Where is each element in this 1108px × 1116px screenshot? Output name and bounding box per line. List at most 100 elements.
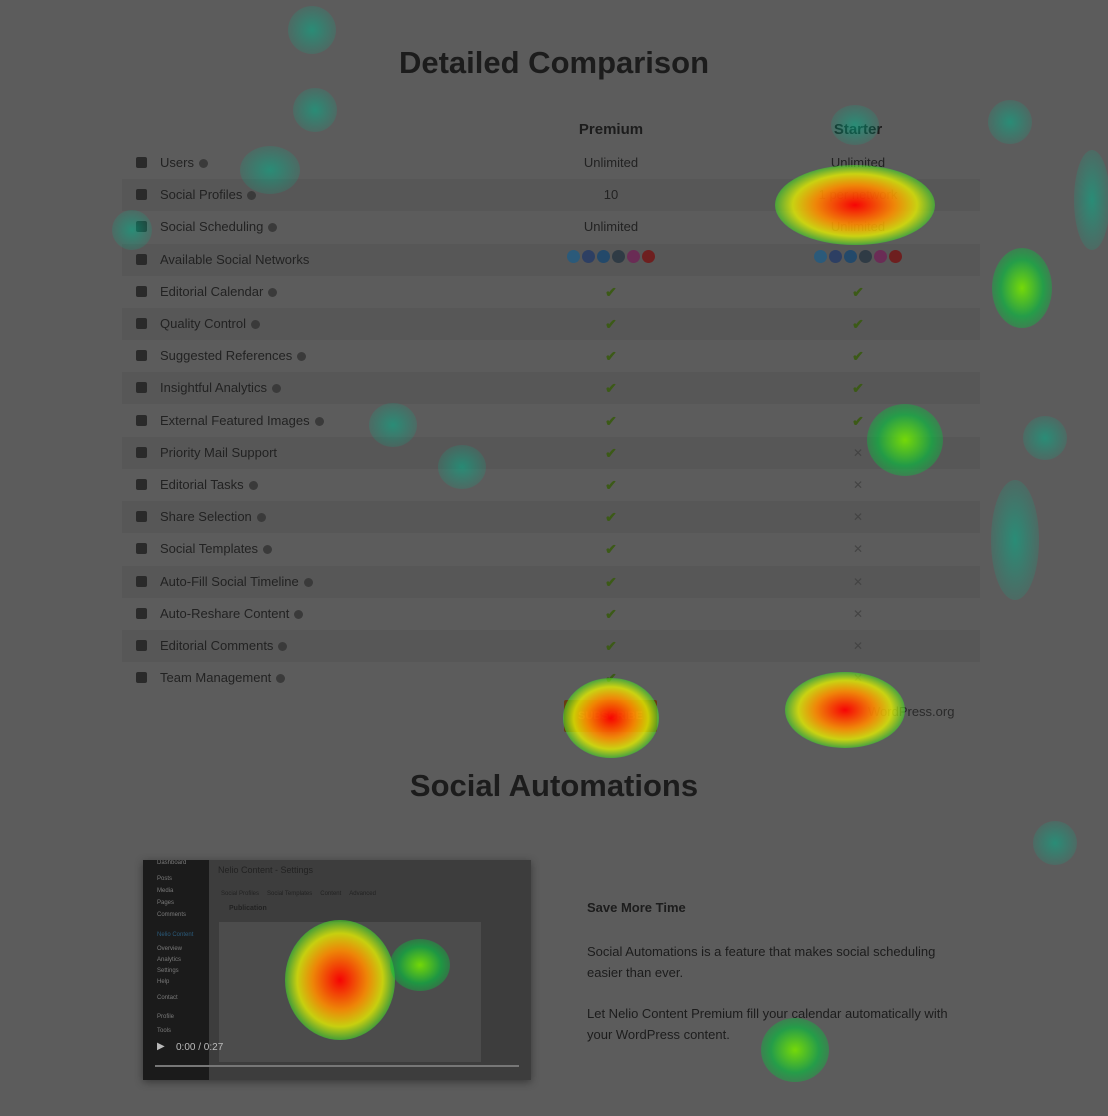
video-menu-item: Help <box>157 979 170 985</box>
table-cell: 10 <box>511 187 711 202</box>
check-icon: ✔ <box>605 638 617 654</box>
feature-name: Team Management <box>160 670 272 686</box>
table-cell: ✔ <box>758 413 958 430</box>
download-link[interactable]: WordPress.org <box>868 704 955 719</box>
feature-icon <box>136 672 147 684</box>
table-cell: ✔ <box>511 606 711 623</box>
network-icon <box>627 249 640 263</box>
network-icon <box>829 249 842 263</box>
feature-label: External Featured Images <box>160 413 324 428</box>
feature-icon <box>136 543 147 555</box>
video-menu-item: Pages <box>157 900 175 906</box>
table-cell: ✔ <box>511 638 711 655</box>
feature-name: Auto-Fill Social Timeline <box>160 573 299 589</box>
feature-icon <box>136 285 147 297</box>
video-menu-item: Contact <box>157 995 178 1001</box>
feature-icon <box>136 221 147 233</box>
feature-icon <box>136 640 147 651</box>
feature-label: Auto-Fill Social Timeline <box>160 574 313 589</box>
video-player[interactable]: Dashboard Posts Media Pages Comments Nelio Co… <box>143 860 531 1080</box>
table-row: Editorial Comments ✔ ✕ <box>122 630 980 662</box>
info-icon <box>271 384 281 394</box>
info-icon <box>198 159 208 168</box>
feature-name: Priority Mail Support <box>160 444 278 460</box>
table-cell: Unlimited <box>511 219 711 234</box>
info-icon <box>250 320 260 329</box>
table-cell: ✔ <box>758 380 958 397</box>
table-cell: ✔ <box>511 445 711 462</box>
feature-icon <box>136 350 147 362</box>
info-icon <box>276 674 286 684</box>
table-cell: ✔ <box>511 348 711 365</box>
feature-icon <box>136 511 147 523</box>
table-row: Auto-Reshare Content ✔ ✕ <box>122 598 980 630</box>
feature-icon <box>136 318 147 329</box>
network-icon <box>859 249 872 263</box>
table-row: Auto-Fill Social Timeline ✔ ✕ <box>122 565 980 598</box>
cross-icon: ✕ <box>852 478 864 492</box>
paragraph: Social Automations is a feature that mak… <box>587 944 936 980</box>
check-icon: ✔ <box>605 509 617 526</box>
video-menu-item: Tools <box>157 1028 172 1034</box>
table-cell: ✔ <box>511 413 711 430</box>
check-icon: ✔ <box>605 348 617 365</box>
network-icon <box>567 249 580 263</box>
cell-text: 10 <box>603 187 619 203</box>
check-icon: ✔ <box>852 412 864 429</box>
heat-spot <box>1033 821 1077 865</box>
feature-icon <box>136 253 147 265</box>
feature-name: Social Scheduling <box>160 219 264 235</box>
table-row: Priority Mail Support ✔ ✕ <box>122 436 980 469</box>
video-menu-item: Analytics <box>157 957 182 963</box>
table-row: Team Management ✔ ✕ <box>122 662 980 694</box>
feature-label: Team Management <box>160 670 286 686</box>
network-icon <box>582 249 595 263</box>
table-row: Social Profiles 10 1 per network <box>122 179 980 212</box>
table-cell: ✕ <box>758 445 958 460</box>
info-icon <box>314 416 324 426</box>
table-cell: ✔ <box>511 509 711 526</box>
feature-name: Available Social Networks <box>160 251 310 267</box>
feature-label: Share Selection <box>160 509 266 524</box>
feature-name: Social Profiles <box>160 187 243 203</box>
cell-text: Unlimited <box>830 155 886 170</box>
table-row: Share Selection ✔ ✕ <box>122 501 980 534</box>
video-tab: Content <box>320 891 342 897</box>
feature-label: Available Social Networks <box>160 252 309 267</box>
cell-text: 1 per network <box>818 187 898 203</box>
cell-text: Unlimited <box>583 155 639 170</box>
video-play[interactable]: ▶ <box>157 1041 165 1052</box>
feature-name: External Featured Images <box>160 412 310 428</box>
check-icon: ✔ <box>605 477 617 493</box>
video-menu-item: Comments <box>157 912 187 918</box>
table-row: Insightful Analytics ✔ ✔ <box>122 372 980 405</box>
video-tab: Social Templates <box>267 891 313 897</box>
feature-label: Priority Mail Support <box>160 445 277 460</box>
check-icon: ✔ <box>605 380 617 397</box>
cross-icon: ✕ <box>852 445 864 460</box>
video-window-title: Nelio Content - Settings <box>218 865 314 875</box>
feature-icon <box>136 446 147 458</box>
video-sidebar: Dashboard Posts Media Pages Comments Nelio Co… <box>143 860 209 1080</box>
feature-icon <box>136 157 147 168</box>
table-cell: ✕ <box>758 477 958 492</box>
feature-name: Insightful Analytics <box>160 380 267 396</box>
table-cell: ✔ <box>511 541 711 558</box>
feature-label: Social Scheduling <box>160 219 278 235</box>
subscribe-button[interactable]: SUBSCRIBE <box>564 700 657 732</box>
table-cell <box>511 249 711 266</box>
cross-icon: ✕ <box>852 542 864 557</box>
paragraph: Let Nelio Content Premium fill your cale… <box>587 1006 948 1042</box>
check-icon: ✔ <box>852 283 864 300</box>
feature-label: Users <box>160 155 208 170</box>
feature-name: Quality Control <box>160 316 246 331</box>
check-icon: ✔ <box>605 573 617 590</box>
feature-name: Social Templates <box>160 541 259 557</box>
feature-label: Social Templates <box>160 541 273 557</box>
video-menu-item: Posts <box>157 876 173 882</box>
info-icon <box>256 513 266 523</box>
feature-name: Editorial Comments <box>160 638 274 653</box>
heat-spot <box>1023 416 1067 460</box>
feature-label: Auto-Reshare Content <box>160 606 304 621</box>
